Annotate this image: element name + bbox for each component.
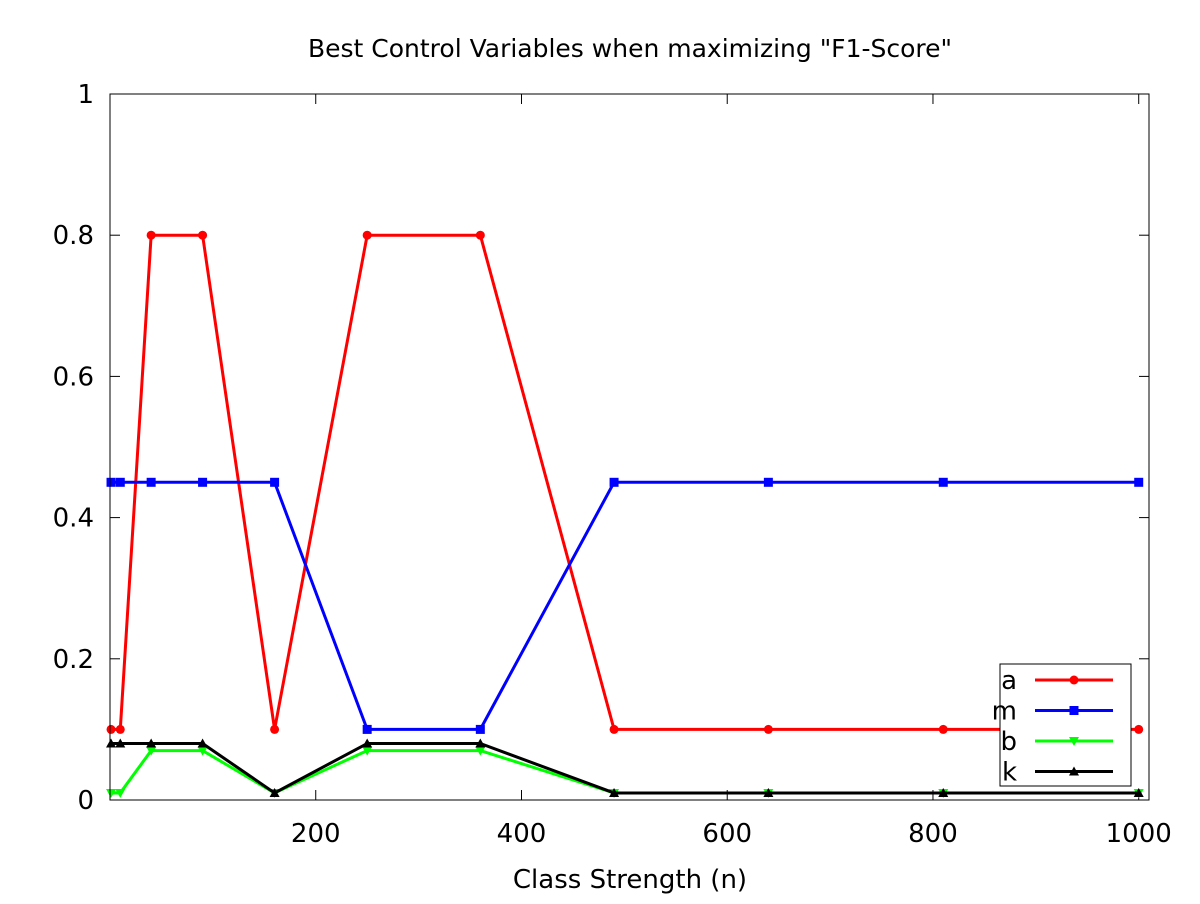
x-tick-label: 600 [702,819,752,849]
data-point-a [106,724,116,734]
data-point-b [115,788,126,798]
axis-ticks: 0 0.2 0.4 0.6 0.8 1 200 400 600 800 1000 [53,80,1172,849]
chart-title: Best Control Variables when maximizing "… [308,34,952,63]
legend-label-k: k [1002,758,1017,788]
x-tick-label: 800 [908,819,958,849]
x-tick-label: 400 [497,819,547,849]
data-point-k [938,787,949,797]
series-k [106,738,1144,797]
data-point-a [475,230,485,240]
data-point-m [763,477,773,487]
y-tick-label: 1 [77,80,94,110]
data-point-b [106,788,117,798]
x-axis-label: Class Strength (n) [513,865,747,895]
legend-marker-a [1069,675,1079,685]
data-point-a [146,230,156,240]
data-point-a [938,724,948,734]
data-point-m [270,477,280,487]
data-point-k [609,787,620,797]
data-point-k [1133,787,1144,797]
series-line-m [111,480,1139,731]
y-tick-label: 0.2 [53,645,94,675]
series-layer [106,230,1144,798]
legend-marker-b [1069,737,1079,746]
data-point-a [609,724,619,734]
data-point-b [475,746,486,756]
legend-label-a: a [1001,666,1017,696]
data-point-m [475,724,485,734]
data-point-m [115,477,125,487]
y-tick-label: 0.4 [53,504,94,534]
data-point-m [938,477,948,487]
legend-marker-m [1069,706,1079,715]
data-point-a [115,724,125,734]
series-a [106,230,1144,734]
legend-label-m: m [992,697,1017,727]
data-point-k [106,738,117,748]
data-point-a [362,230,372,240]
data-point-k [475,738,486,748]
data-point-m [362,724,372,734]
data-point-k [197,738,208,748]
y-tick-label: 0.8 [53,221,94,251]
x-tick-label: 200 [291,819,341,849]
data-point-k [115,738,126,748]
data-point-k [362,738,373,748]
data-point-m [198,477,208,487]
series-line-k [111,742,1139,795]
y-tick-label: 0.6 [53,362,94,392]
legend-marker-k [1069,766,1079,776]
data-point-b [146,746,157,756]
x-tick-label: 1000 [1106,819,1172,849]
series-m [106,477,1144,734]
data-point-k [269,787,280,797]
data-point-b [362,746,373,756]
data-point-a [198,230,208,240]
data-point-m [1134,477,1144,487]
data-point-k [146,738,157,748]
data-point-a [1134,724,1144,734]
data-point-k [763,787,774,797]
data-point-a [763,724,773,734]
data-point-a [270,724,280,734]
legend-box [999,663,1132,787]
plot-frame [109,93,1150,801]
data-point-m [609,477,619,487]
data-point-m [106,477,116,487]
y-tick-label: 0 [77,786,94,816]
legend-label-b: b [1000,727,1017,757]
data-point-m [146,477,156,487]
series-b [106,746,1144,798]
data-point-b [197,746,208,756]
